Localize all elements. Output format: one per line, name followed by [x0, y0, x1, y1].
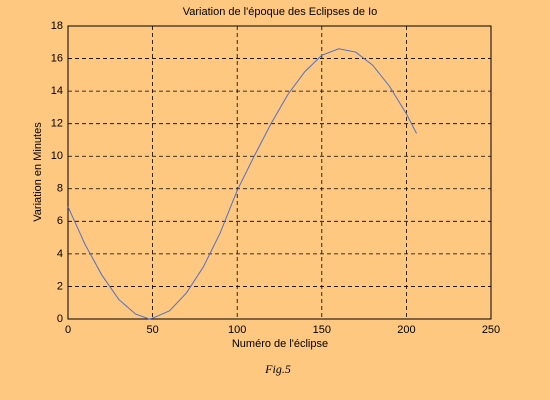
y-tick-label: 16 [51, 52, 63, 64]
x-tick-label: 200 [397, 324, 415, 336]
x-tick-label: 150 [313, 324, 331, 336]
caption: Fig.5 [264, 362, 291, 376]
plot-frame [67, 25, 492, 320]
x-tick-label: 0 [65, 324, 71, 336]
y-tick-label: 0 [57, 313, 63, 325]
data-line [67, 48, 417, 320]
y-tick-label: 2 [57, 280, 63, 292]
x-axis-label: Numéro de l'éclipse [232, 338, 328, 350]
y-tick-label: 18 [51, 20, 63, 32]
x-tick-label: 50 [146, 324, 158, 336]
y-tick-label: 10 [51, 150, 63, 162]
chart-title: Variation de l'époque des Eclipses de Io [183, 6, 378, 18]
y-tick-label: 4 [57, 248, 63, 260]
x-tick-label: 250 [482, 324, 500, 336]
y-tick-label: 6 [57, 215, 63, 227]
y-tick-label: 12 [51, 118, 63, 130]
y-tick-label: 14 [51, 85, 63, 97]
y-axis-label: Variation en Minutes [32, 122, 44, 222]
x-tick-label: 100 [228, 324, 246, 336]
y-tick-label: 8 [57, 183, 63, 195]
